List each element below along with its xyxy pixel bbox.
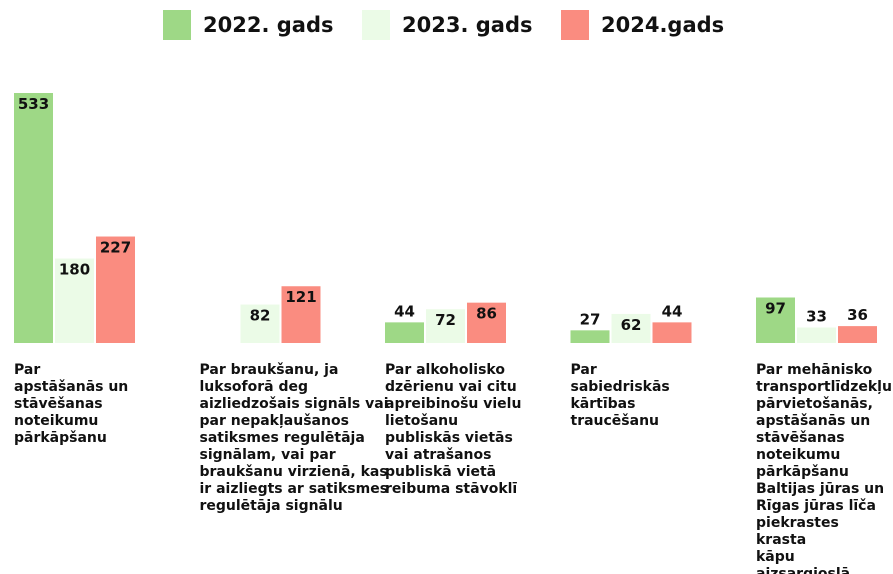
bar xyxy=(240,304,280,343)
category-label: Par alkoholisko dzērienu vai citu apreib… xyxy=(385,362,522,497)
bar xyxy=(570,330,610,343)
legend-label: 2022. gads xyxy=(203,13,333,37)
data-label: 97 xyxy=(765,300,786,318)
legend-swatch xyxy=(561,10,589,40)
data-label: 33 xyxy=(806,308,827,326)
legend-swatch xyxy=(163,10,191,40)
bar xyxy=(281,286,321,343)
bar xyxy=(797,327,836,343)
category-label: Par braukšanu, ja luksoforā deg aizliedz… xyxy=(199,362,389,514)
data-label: 44 xyxy=(394,302,415,320)
bar xyxy=(838,326,877,343)
legend-swatch xyxy=(362,10,390,40)
bar xyxy=(611,313,651,343)
bar xyxy=(426,309,465,343)
data-label: 82 xyxy=(250,307,271,325)
data-label: 36 xyxy=(847,306,868,324)
bar xyxy=(385,322,424,343)
bar xyxy=(96,236,135,343)
category-label: Par apstāšanās un stāvēšanas noteikumu p… xyxy=(14,362,129,446)
data-label: 533 xyxy=(18,95,49,113)
data-label: 86 xyxy=(476,305,497,323)
data-label: 27 xyxy=(580,310,601,328)
data-label: 227 xyxy=(100,239,131,257)
bar xyxy=(467,302,506,343)
bar xyxy=(14,93,53,343)
data-label: 180 xyxy=(59,261,90,279)
bar xyxy=(652,322,692,343)
data-label: 121 xyxy=(285,288,316,306)
bar xyxy=(55,258,94,343)
bar xyxy=(756,297,795,343)
data-label: 62 xyxy=(621,316,642,334)
legend-label: 2023. gads xyxy=(402,13,532,37)
legend-label: 2024.gads xyxy=(601,13,724,37)
category-label: Par mehānisko transportlīdzekļu pārvieto… xyxy=(756,362,892,574)
category-label: Par sabiedriskās kārtības traucēšanu xyxy=(570,362,670,429)
data-label: 72 xyxy=(435,311,456,329)
data-label: 44 xyxy=(662,302,683,320)
